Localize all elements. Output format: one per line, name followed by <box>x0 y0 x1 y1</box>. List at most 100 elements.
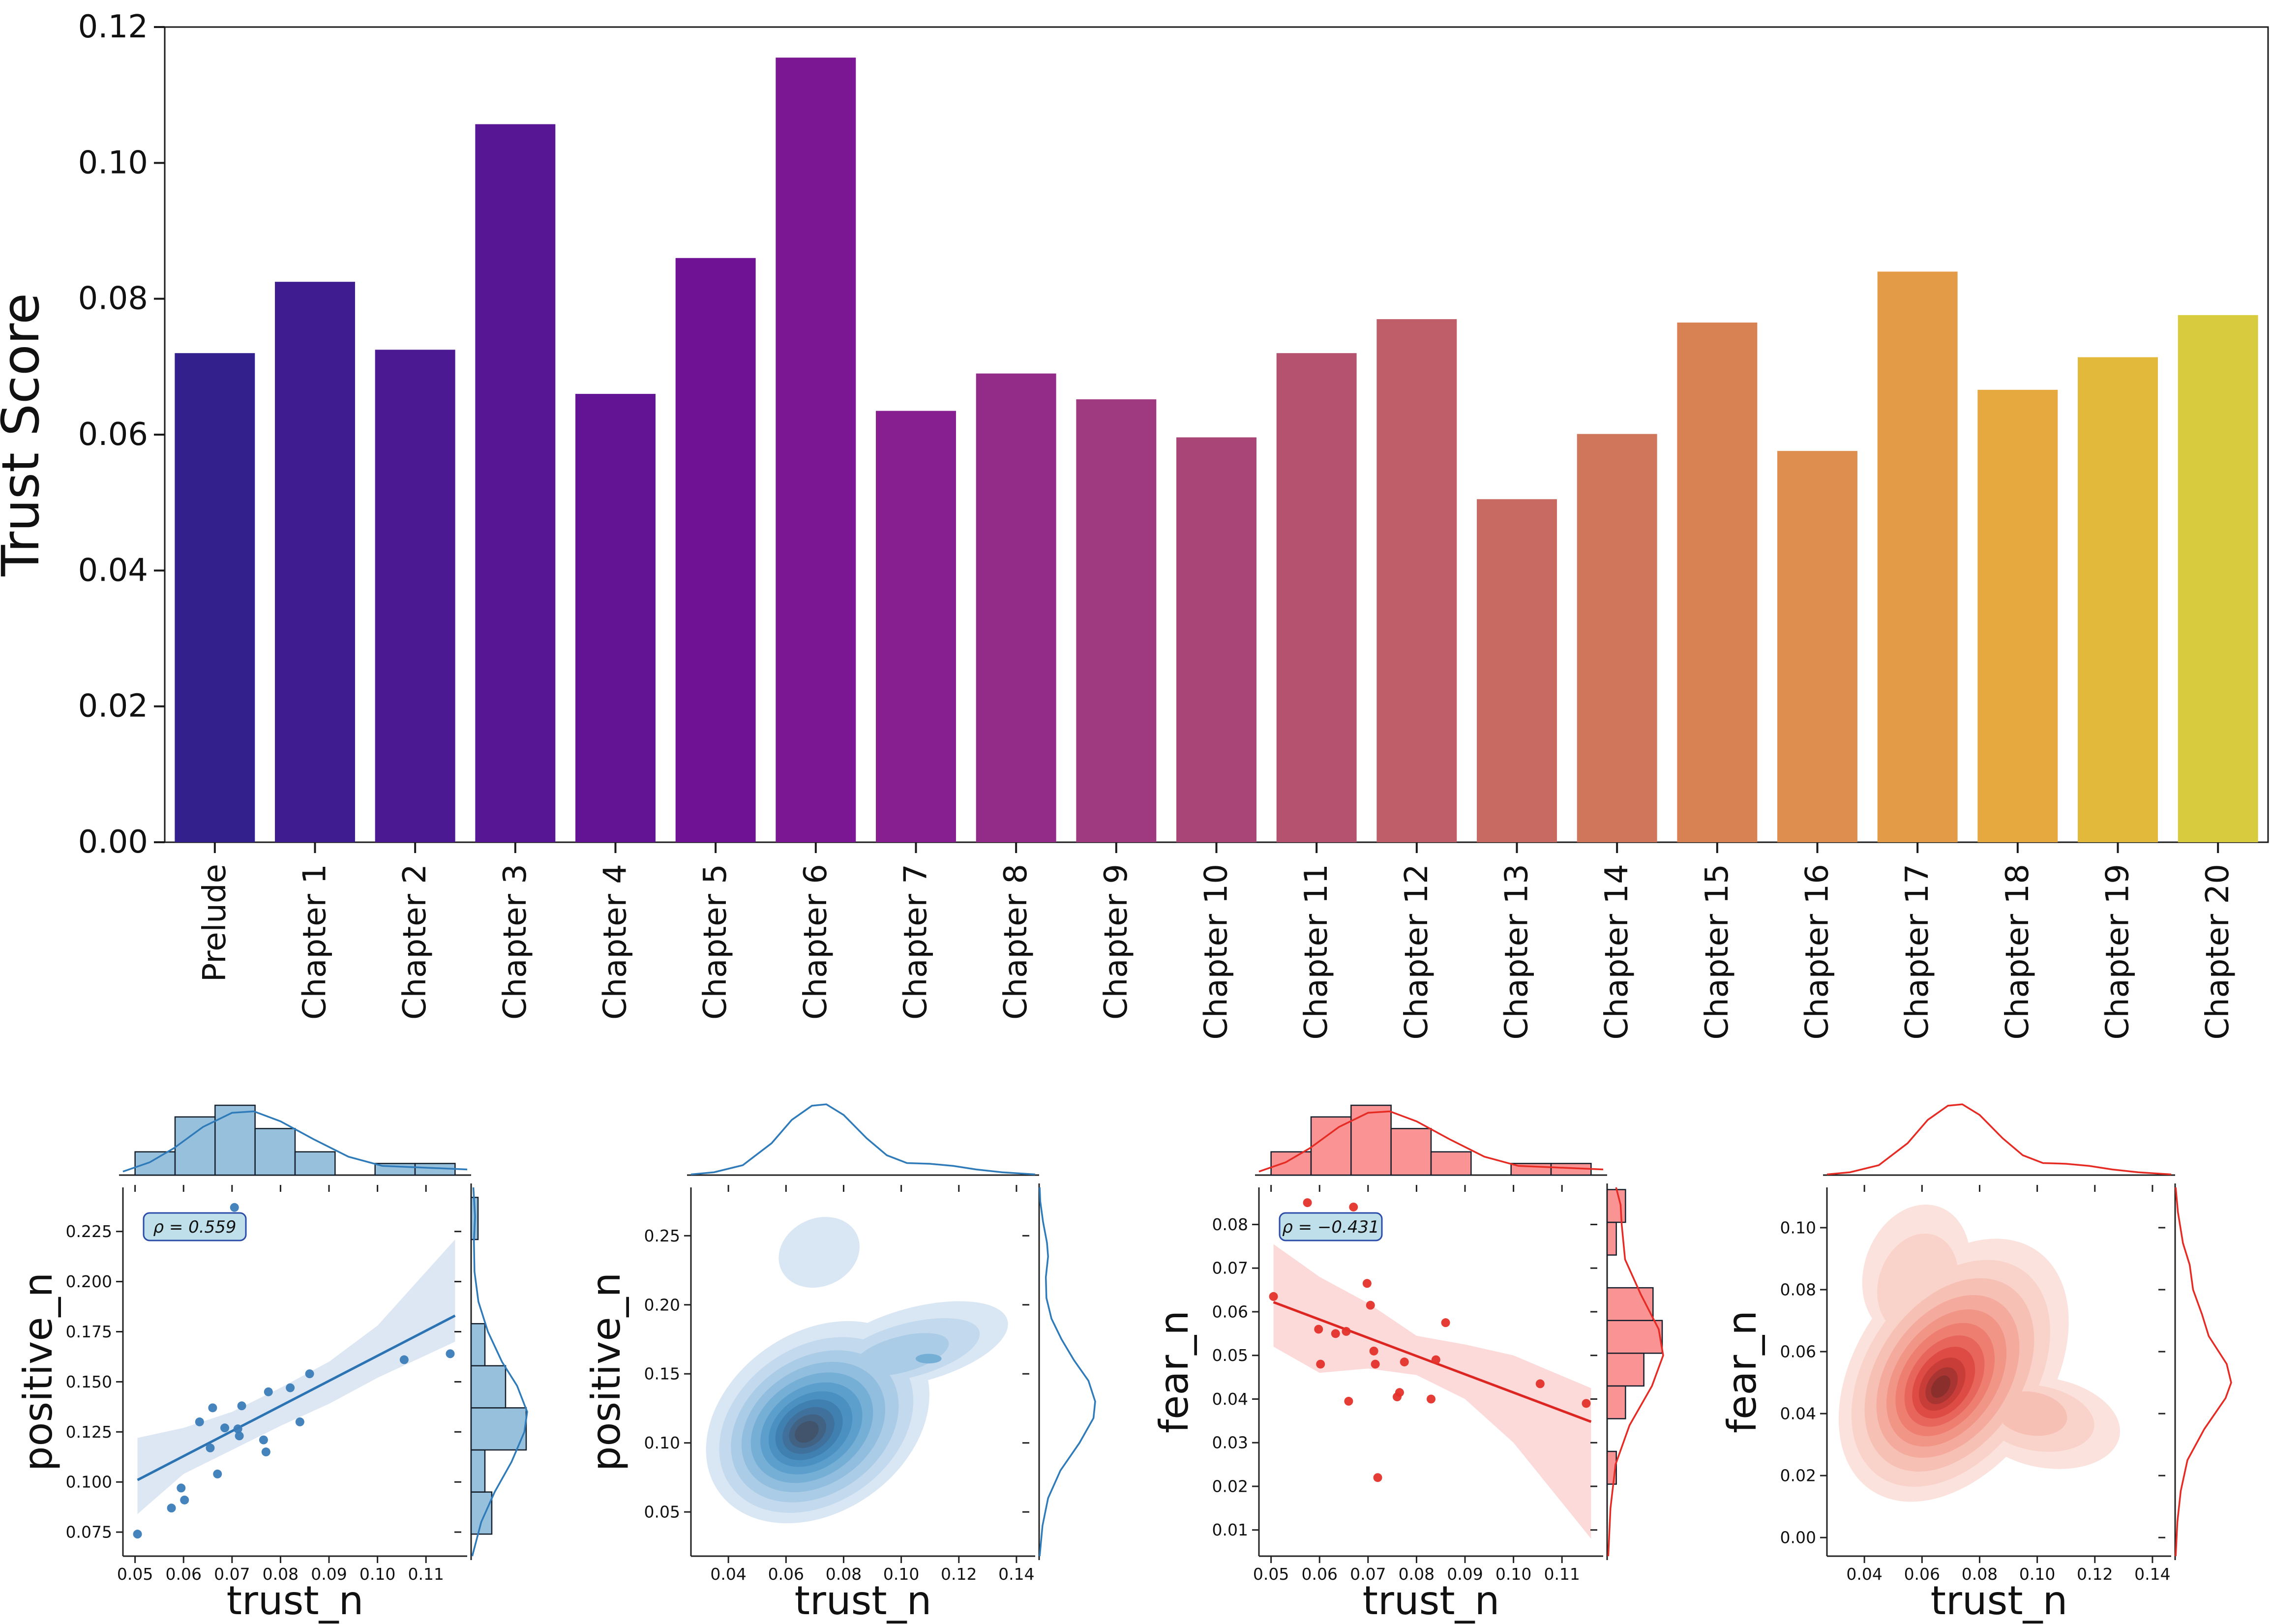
scatter-point <box>167 1504 176 1513</box>
x-category-label: Chapter 18 <box>2000 864 2036 1040</box>
x-axis-label: trust_n <box>1363 1578 1500 1624</box>
y-tick-label: 0.02 <box>1780 1466 1816 1485</box>
y-axis-label: Trust Score <box>0 293 51 577</box>
y-tick-label: 0.04 <box>1780 1404 1816 1423</box>
x-tick-label: 0.10 <box>2019 1565 2055 1584</box>
x-tick-label: 0.09 <box>311 1565 347 1584</box>
scatter-point <box>180 1495 189 1505</box>
y-tick-label: 0.25 <box>644 1226 680 1245</box>
y-tick-label: 0.225 <box>66 1222 112 1241</box>
top-marginal-kde <box>690 1103 1036 1176</box>
y-tick-label: 0.07 <box>1212 1259 1248 1278</box>
jointplot-trust-positive-regression: 0.05 0.06 0.07 0.08 0.09 0.10 0.11 0.075 0.100 0.… <box>15 1104 528 1624</box>
bar-chapter-17 <box>1877 271 1958 842</box>
bar-chapter-6 <box>776 58 856 842</box>
scatter-point <box>1269 1292 1278 1301</box>
bar-chapter-3 <box>475 124 556 842</box>
scatter-point <box>399 1355 409 1364</box>
top-marginal-kde <box>1826 1103 2172 1176</box>
x-category-label: Chapter 12 <box>1399 864 1435 1040</box>
y-tick-label: 0.00 <box>1780 1528 1816 1547</box>
y-tick-label: 0.175 <box>66 1322 112 1341</box>
y-axis-label: positive_n <box>583 1272 629 1472</box>
y-tick-label: 0.00 <box>78 824 149 860</box>
x-tick-label: 0.07 <box>1350 1565 1386 1584</box>
rho-annotation-text: ρ = −0.431 <box>1282 1217 1379 1237</box>
scatter-point <box>305 1369 314 1379</box>
y-tick-label: 0.02 <box>1212 1476 1248 1496</box>
x-category-label: Chapter 2 <box>397 864 433 1020</box>
bar-chapter-16 <box>1777 451 1857 842</box>
right-marginal-kde <box>1039 1187 1096 1557</box>
y-tick-label: 0.125 <box>66 1422 112 1442</box>
scatter-point <box>446 1349 455 1358</box>
x-category-label: Chapter 16 <box>1799 864 1836 1040</box>
scatter-point <box>286 1383 295 1392</box>
rho-annotation-box <box>1279 1212 1383 1241</box>
y-tick-label: 0.06 <box>1212 1302 1248 1321</box>
right-marginal-hist-bar <box>470 1365 507 1409</box>
x-category-label: Chapter 4 <box>598 864 634 1020</box>
x-category-label: Chapter 9 <box>1098 864 1135 1020</box>
right-marginal-hist-bar <box>470 1491 493 1535</box>
top-marginal-hist-bar <box>254 1128 296 1176</box>
confidence-band <box>1273 1244 1591 1539</box>
y-axis-label: fear_n <box>1719 1310 1765 1433</box>
y-tick-label: 0.02 <box>78 688 149 725</box>
right-marginal-kde <box>471 1187 528 1557</box>
jointplot-trust-fear-regression: 0.05 0.06 0.07 0.08 0.09 0.10 0.11 0.01 0.02 0.03… <box>1151 1104 1664 1624</box>
x-tick-label: 0.08 <box>1962 1565 1998 1584</box>
x-tick-label: 0.08 <box>1399 1565 1435 1584</box>
x-category-label: Chapter 8 <box>998 864 1034 1020</box>
x-category-label: Prelude <box>197 864 233 982</box>
x-tick-label: 0.14 <box>998 1565 1034 1584</box>
bar-chapter-10 <box>1176 437 1256 842</box>
x-tick-label: 0.14 <box>2134 1565 2170 1584</box>
x-tick-label: 0.10 <box>1495 1565 1531 1584</box>
bar-chapter-4 <box>575 394 656 842</box>
rho-annotation-text: ρ = 0.559 <box>153 1217 236 1237</box>
scatter-point <box>213 1469 222 1478</box>
x-category-label: Chapter 17 <box>1899 864 1936 1040</box>
x-tick-label: 0.11 <box>408 1565 444 1584</box>
right-marginal-kde <box>1607 1187 1664 1557</box>
scatter-point <box>1582 1399 1591 1408</box>
top-marginal-hist-bar <box>134 1151 176 1176</box>
x-tick-label: 0.08 <box>826 1565 862 1584</box>
x-category-label: Chapter 3 <box>497 864 534 1020</box>
scatter-point <box>1366 1300 1375 1310</box>
y-tick-label: 0.150 <box>66 1372 112 1391</box>
scatter-point <box>1431 1355 1440 1364</box>
kde-level-10 <box>1931 1375 1951 1398</box>
top-marginal-hist-bar <box>1310 1116 1352 1176</box>
y-tick-label: 0.04 <box>78 552 149 589</box>
jointplot-trust-fear-kde: 0.04 0.06 0.08 0.10 0.12 0.14 0.00 0.02 0.04 0.06… <box>1719 1103 2232 1624</box>
kde-level-10 <box>795 1421 819 1443</box>
scatter-point <box>1441 1318 1450 1328</box>
y-tick-label: 0.05 <box>1212 1346 1248 1365</box>
scatter-point <box>1316 1359 1325 1369</box>
confidence-band <box>137 1239 455 1514</box>
bar-chapter-14 <box>1577 434 1657 842</box>
scatter-point <box>1369 1346 1378 1356</box>
scatter-point <box>1342 1327 1351 1336</box>
y-tick-label: 0.100 <box>66 1473 112 1492</box>
bar-chapter-18 <box>1977 389 2058 842</box>
scatter-point <box>1331 1329 1340 1338</box>
scatter-point <box>206 1443 215 1452</box>
top-marginal-hist-bar <box>174 1116 216 1176</box>
y-tick-label: 0.20 <box>644 1295 680 1314</box>
x-tick-label: 0.12 <box>2077 1565 2113 1584</box>
bar-chapter-5 <box>675 258 756 843</box>
x-tick-label: 0.09 <box>1447 1565 1483 1584</box>
scatter-point <box>1427 1394 1435 1404</box>
scatter-point <box>261 1447 270 1457</box>
scatter-point <box>133 1530 142 1539</box>
jointplot-trust-positive-kde: 0.04 0.06 0.08 0.10 0.12 0.14 0.05 0.10 0.15 0.20… <box>583 1103 1096 1624</box>
trust-score-bar-chart: 0.00 0.02 0.04 0.06 0.08 0.10 0.12 Trust Score P… <box>0 9 2269 1040</box>
bar-chapter-9 <box>1076 399 1157 842</box>
x-tick-label: 0.06 <box>768 1565 804 1584</box>
right-marginal-hist-bar <box>1606 1385 1626 1419</box>
bar-chapter-11 <box>1276 353 1357 842</box>
regression-line <box>137 1314 456 1481</box>
